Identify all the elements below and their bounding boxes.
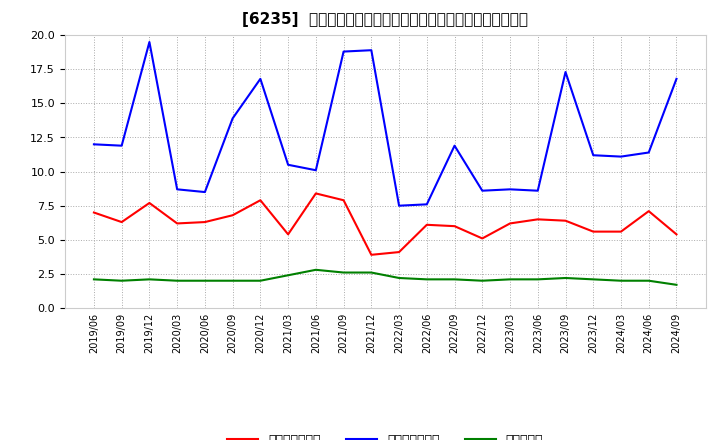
在庫回転率 <box>339 270 348 275</box>
在庫回転率 <box>478 278 487 283</box>
買入債務回転率 <box>478 188 487 193</box>
買入債務回転率 <box>672 76 681 81</box>
買入債務回転率 <box>561 70 570 75</box>
在庫回転率 <box>644 278 653 283</box>
Line: 買入債務回転率: 買入債務回転率 <box>94 42 677 206</box>
在庫回転率 <box>450 277 459 282</box>
買入債務回転率 <box>339 49 348 54</box>
売上債権回転率 <box>450 224 459 229</box>
売上債権回転率 <box>395 249 403 255</box>
在庫回転率 <box>672 282 681 287</box>
売上債権回転率 <box>312 191 320 196</box>
売上債権回転率 <box>89 210 98 215</box>
売上債権回転率 <box>423 222 431 227</box>
買入債務回転率 <box>505 187 514 192</box>
買入債務回転率 <box>367 48 376 53</box>
買入債務回転率 <box>256 76 265 81</box>
Legend: 売上債権回転率, 買入債務回転率, 在庫回転率: 売上債権回転率, 買入債務回転率, 在庫回転率 <box>222 429 549 440</box>
在庫回転率 <box>89 277 98 282</box>
Line: 売上債権回転率: 売上債権回転率 <box>94 194 677 255</box>
在庫回転率 <box>312 267 320 272</box>
買入債務回転率 <box>644 150 653 155</box>
売上債権回転率 <box>505 221 514 226</box>
在庫回転率 <box>201 278 210 283</box>
売上債権回転率 <box>173 221 181 226</box>
買入債務回転率 <box>534 188 542 193</box>
売上債権回転率 <box>478 236 487 241</box>
売上債権回転率 <box>339 198 348 203</box>
売上債権回転率 <box>589 229 598 234</box>
売上債権回転率 <box>201 220 210 225</box>
買入債務回転率 <box>312 168 320 173</box>
在庫回転率 <box>534 277 542 282</box>
買入債務回転率 <box>616 154 625 159</box>
在庫回転率 <box>367 270 376 275</box>
在庫回転率 <box>589 277 598 282</box>
買入債務回転率 <box>145 39 154 44</box>
買入債務回転率 <box>423 202 431 207</box>
在庫回転率 <box>423 277 431 282</box>
売上債権回転率 <box>644 209 653 214</box>
売上債権回転率 <box>284 232 292 237</box>
買入債務回転率 <box>201 189 210 194</box>
買入債務回転率 <box>173 187 181 192</box>
売上債権回転率 <box>145 200 154 205</box>
在庫回転率 <box>284 273 292 278</box>
Title: [6235]  売上債権回転率、買入債務回転率、在庫回転率の推移: [6235] 売上債権回転率、買入債務回転率、在庫回転率の推移 <box>242 12 528 27</box>
在庫回転率 <box>505 277 514 282</box>
売上債権回転率 <box>534 216 542 222</box>
在庫回転率 <box>616 278 625 283</box>
売上債権回転率 <box>228 213 237 218</box>
買入債務回転率 <box>228 116 237 121</box>
買入債務回転率 <box>450 143 459 148</box>
Line: 在庫回転率: 在庫回転率 <box>94 270 677 285</box>
在庫回転率 <box>173 278 181 283</box>
在庫回転率 <box>256 278 265 283</box>
売上債権回転率 <box>256 198 265 203</box>
買入債務回転率 <box>589 153 598 158</box>
在庫回転率 <box>561 275 570 281</box>
売上債権回転率 <box>672 232 681 237</box>
売上債権回転率 <box>367 252 376 257</box>
売上債権回転率 <box>616 229 625 234</box>
売上債権回転率 <box>561 218 570 224</box>
在庫回転率 <box>395 275 403 281</box>
在庫回転率 <box>228 278 237 283</box>
買入債務回転率 <box>117 143 126 148</box>
買入債務回転率 <box>89 142 98 147</box>
在庫回転率 <box>145 277 154 282</box>
売上債権回転率 <box>117 220 126 225</box>
買入債務回転率 <box>284 162 292 167</box>
在庫回転率 <box>117 278 126 283</box>
買入債務回転率 <box>395 203 403 209</box>
